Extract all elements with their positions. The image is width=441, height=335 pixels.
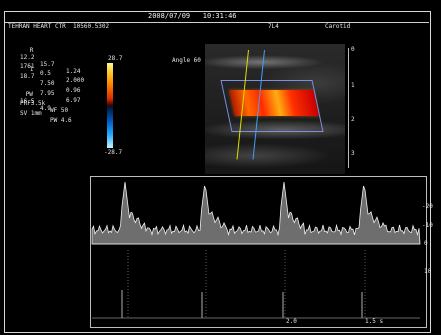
cell: 7.95 [40,90,55,97]
measurement-row: R 12.2 15.7 1.24 [8,40,80,82]
cell: R [29,47,34,54]
depth-mark: 2 [351,116,355,123]
cell: 12.2 [20,54,35,61]
spectral-envelope [91,181,421,245]
doppler-scale-label: 10 [424,268,432,275]
cell: 2.000 [66,77,85,84]
cell: 6.97 [66,97,81,104]
depth-scale [348,48,349,168]
measurement-row: PW 16.5 4.9 [4,84,51,119]
cell: SV 1mm [20,110,42,117]
cell: 0.5 [40,70,51,77]
cell: 1 [29,66,34,73]
doppler-frame [90,176,427,328]
doppler-scale-label: -10 [422,222,433,229]
color-velocity-bar [107,63,113,148]
time-label: 2.0 [286,318,297,325]
header-datetime: 2008/07/09 10:31:46 [148,12,237,20]
cell: 4.9 [40,105,51,112]
ecg-trace [92,290,420,319]
colorbar-bottom-label: -28.7 [104,149,123,156]
time-markers [127,250,366,318]
cell: 1.24 [66,68,81,75]
header-preset: Carotid [325,23,351,30]
colorbar-top-label: 28.7 [108,55,123,62]
header-divider [5,22,429,23]
measurement-row: SV 1mm PW 4.6 [8,103,72,131]
cell: 7.50 [40,80,55,87]
outer-frame [4,11,431,333]
angle-label: Angle 60 [172,57,201,64]
header-subtitle: TEHRAN HEART CTR 10560.5302 [8,23,110,30]
depth-mark: 1 [351,82,355,89]
cell: PW [25,91,33,98]
measurement-row: 1 18.7 7.50 0.96 [8,59,80,101]
measurement-row: 1761 0.5 2.000 [8,49,84,91]
header-probe: 7L4 [268,23,279,30]
depth-mark: 3 [351,150,355,157]
cell: 18.7 [20,73,35,80]
measurement-row: PRF3.5k WF 50 [8,93,68,121]
cell: 16.5 [20,98,35,105]
cell: 0.96 [66,87,81,94]
cell: WF 50 [50,107,69,114]
time-label: 1.5 s [365,318,384,325]
doppler-scale-label: 0 [424,240,428,247]
cell: 1761 [20,63,35,70]
cell: PRF3.5k [20,100,46,107]
cell: 15.7 [40,61,55,68]
depth-mark: 0 [351,46,355,53]
measurement-row: 7.95 6.97 [8,69,80,111]
doppler-scale-label: -20 [422,203,433,210]
cell: PW 4.6 [50,117,72,124]
